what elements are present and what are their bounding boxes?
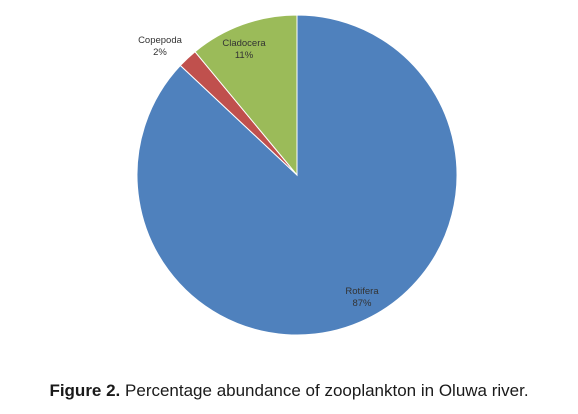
figure-number: Figure 2. (49, 381, 121, 400)
slice-value-copepoda: 2% (153, 47, 167, 58)
slice-label-cladocera: Cladocera (222, 38, 266, 49)
slice-value-cladocera: 11% (235, 50, 254, 61)
figure-caption: Figure 2. Percentage abundance of zoopla… (0, 381, 578, 401)
slice-label-rotifera: Rotifera (345, 286, 379, 297)
slice-value-rotifera: 87% (352, 298, 372, 309)
slice-label-copepoda: Copepoda (138, 35, 183, 46)
caption-text: Percentage abundance of zooplankton in O… (120, 381, 529, 400)
pie-slices (136, 14, 458, 336)
pie-slice-cladocera (194, 14, 298, 177)
